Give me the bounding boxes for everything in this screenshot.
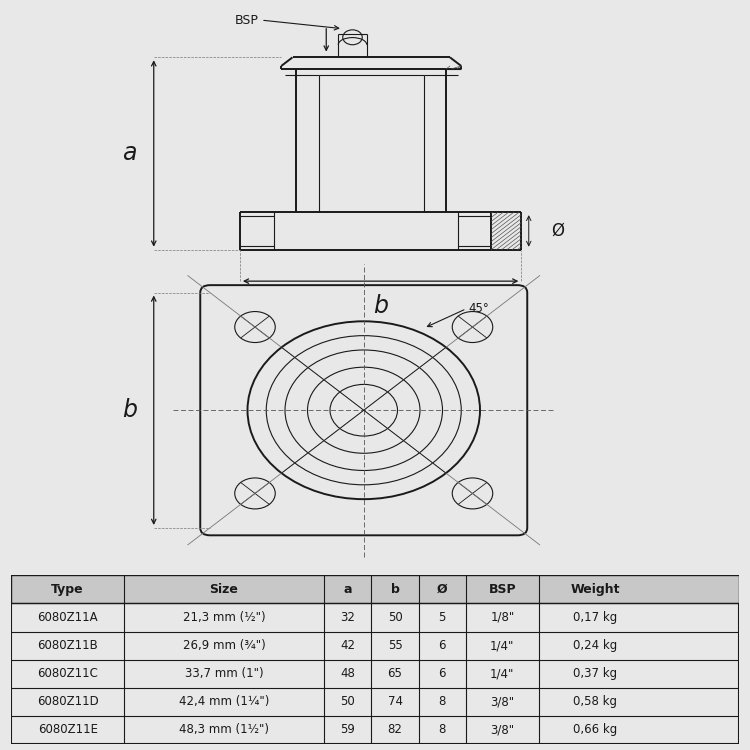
- Text: 50: 50: [340, 695, 355, 708]
- Text: 65: 65: [388, 668, 403, 680]
- Text: a: a: [344, 583, 352, 596]
- Text: 6080Z11E: 6080Z11E: [38, 724, 98, 736]
- Text: 59: 59: [340, 724, 356, 736]
- Text: 6080Z11B: 6080Z11B: [38, 639, 98, 652]
- Text: 32: 32: [340, 611, 356, 624]
- Text: 6: 6: [439, 668, 446, 680]
- Text: 0,24 kg: 0,24 kg: [573, 639, 617, 652]
- Text: 8: 8: [439, 695, 446, 708]
- Text: b: b: [391, 583, 400, 596]
- Text: 42: 42: [340, 639, 356, 652]
- Text: 33,7 mm (1"): 33,7 mm (1"): [184, 668, 263, 680]
- Text: 3/8": 3/8": [490, 724, 514, 736]
- Text: 48,3 mm (1½"): 48,3 mm (1½"): [179, 724, 269, 736]
- Text: b: b: [374, 294, 388, 318]
- Text: 6080Z11C: 6080Z11C: [38, 668, 98, 680]
- Text: 6080Z11A: 6080Z11A: [38, 611, 98, 624]
- Bar: [11, 575, 739, 603]
- Text: 50: 50: [388, 611, 403, 624]
- Text: 0,37 kg: 0,37 kg: [573, 668, 617, 680]
- Text: Ø: Ø: [437, 583, 448, 596]
- Text: 42,4 mm (1¼"): 42,4 mm (1¼"): [178, 695, 269, 708]
- Text: 6080Z11D: 6080Z11D: [37, 695, 98, 708]
- Text: 48: 48: [340, 668, 356, 680]
- Text: 5: 5: [439, 611, 446, 624]
- Text: a: a: [122, 142, 137, 166]
- Text: 8: 8: [439, 724, 446, 736]
- Text: 82: 82: [388, 724, 403, 736]
- Text: Type: Type: [51, 583, 84, 596]
- Text: 0,17 kg: 0,17 kg: [573, 611, 617, 624]
- Text: 26,9 mm (¾"): 26,9 mm (¾"): [183, 639, 266, 652]
- Text: Weight: Weight: [570, 583, 620, 596]
- Text: 0,66 kg: 0,66 kg: [573, 724, 617, 736]
- Text: 1/8": 1/8": [490, 611, 514, 624]
- Text: 55: 55: [388, 639, 403, 652]
- Text: 6: 6: [439, 639, 446, 652]
- Text: BSP: BSP: [488, 583, 516, 596]
- Text: Size: Size: [209, 583, 238, 596]
- Text: 0,58 kg: 0,58 kg: [573, 695, 617, 708]
- Text: 1/4": 1/4": [490, 639, 514, 652]
- Text: 21,3 mm (½"): 21,3 mm (½"): [183, 611, 266, 624]
- Text: 3/8": 3/8": [490, 695, 514, 708]
- Text: 74: 74: [388, 695, 403, 708]
- Text: Ø: Ø: [551, 222, 564, 240]
- Text: 45°: 45°: [469, 302, 490, 315]
- Text: b: b: [122, 398, 137, 422]
- Text: 1/4": 1/4": [490, 668, 514, 680]
- Text: BSP: BSP: [235, 13, 259, 26]
